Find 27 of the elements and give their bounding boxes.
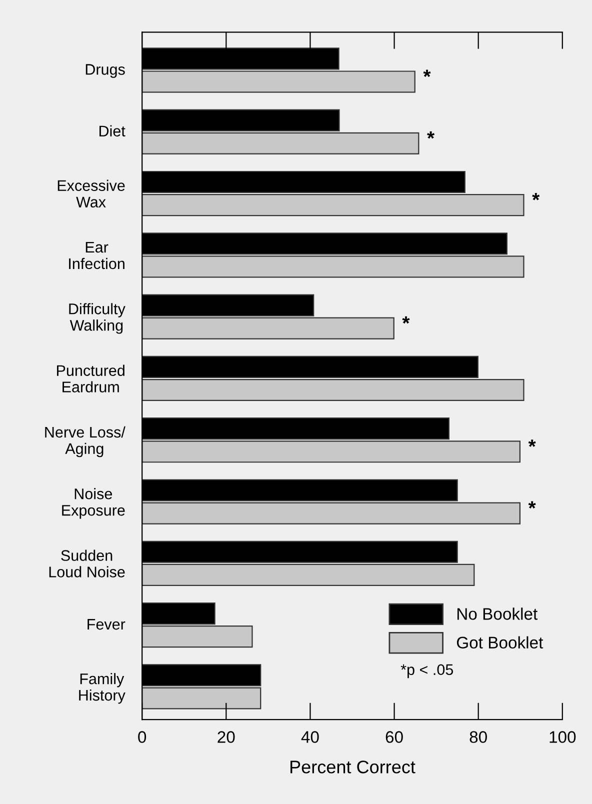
x-tick-label: 60: [386, 731, 403, 743]
y-tick-label: Difficulty Walking: [69, 303, 126, 334]
annotation: *: [427, 131, 435, 139]
x-axis-title: Percent Correct: [290, 760, 416, 774]
x-tick-label: 100: [550, 731, 576, 743]
legend-label: Got Booklet: [456, 636, 544, 649]
x-tick-label: 0: [138, 731, 146, 743]
y-tick-label: Excessive Wax: [58, 180, 125, 208]
y-tick-label: Ear Infection: [69, 242, 124, 270]
y-tick-label: Diet: [100, 125, 126, 136]
y-tick-label: Sudden Loud Noise: [49, 550, 125, 578]
y-tick-label: Nerve Loss/ Aging: [45, 426, 126, 458]
y-tick-label: Noise Exposure: [62, 488, 125, 519]
annotation: *: [528, 440, 536, 447]
annotation: *: [532, 193, 540, 200]
x-tick-label: 20: [218, 731, 235, 743]
annotation: *p < .05: [400, 664, 454, 678]
annotation: *: [528, 501, 536, 509]
y-tick-label: Punctured Eardrum: [57, 364, 124, 392]
annotation: *: [402, 316, 410, 324]
x-tick-label: 80: [470, 731, 487, 743]
annotation: *: [423, 70, 431, 77]
x-tick-label: 40: [301, 731, 319, 743]
y-tick-label: Family History: [79, 673, 126, 704]
y-tick-label: Fever: [88, 619, 126, 630]
y-tick-label: Drugs: [86, 64, 125, 78]
legend-label: No Booklet: [457, 608, 538, 620]
